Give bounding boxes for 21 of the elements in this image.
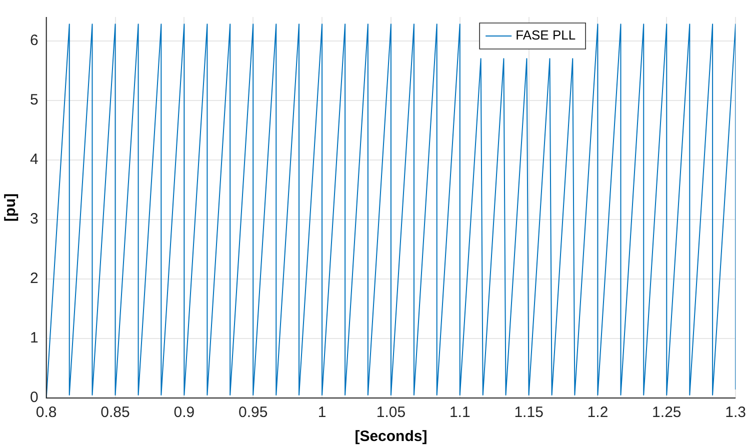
x-tick-label: 0.85 bbox=[100, 404, 130, 422]
x-tick-label: 0.95 bbox=[238, 404, 268, 422]
y-tick-label: 1 bbox=[30, 330, 38, 347]
x-tick-label: 1.05 bbox=[376, 404, 406, 422]
y-axis-title: [pu] bbox=[2, 193, 20, 222]
y-tick-label: 3 bbox=[30, 210, 38, 228]
x-tick-label: 1.2 bbox=[587, 404, 608, 422]
x-tick-label: 1.3 bbox=[725, 404, 746, 422]
x-tick-label: 0.9 bbox=[174, 404, 195, 422]
x-tick-label: 1 bbox=[318, 404, 326, 422]
x-axis-title: [Seconds] bbox=[354, 428, 428, 446]
legend-label: FASE PLL bbox=[516, 28, 576, 43]
x-tick-label: 0.8 bbox=[36, 404, 57, 422]
y-tick-label: 6 bbox=[30, 32, 38, 49]
y-tick-label: 4 bbox=[30, 151, 38, 168]
y-tick-label: 5 bbox=[30, 91, 38, 108]
x-tick-label: 1.15 bbox=[514, 404, 544, 422]
x-tick-label: 1.25 bbox=[652, 404, 682, 422]
y-tick-label: 0 bbox=[30, 389, 38, 406]
y-tick-label: 2 bbox=[30, 270, 38, 288]
x-tick-label: 1.1 bbox=[449, 404, 470, 422]
